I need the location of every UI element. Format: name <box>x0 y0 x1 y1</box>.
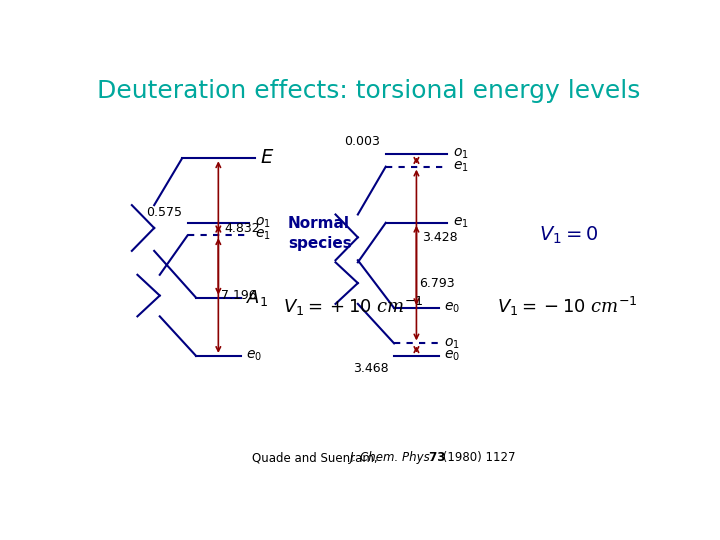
Text: 0.575: 0.575 <box>146 206 182 219</box>
Text: $o_1$: $o_1$ <box>444 336 460 350</box>
Text: $e_0$: $e_0$ <box>246 349 262 363</box>
Text: 3.468: 3.468 <box>353 362 389 375</box>
Text: 0.003: 0.003 <box>344 135 380 148</box>
Text: $e_1$: $e_1$ <box>453 215 469 230</box>
Text: Normal
species: Normal species <box>288 216 352 251</box>
Text: 7.196: 7.196 <box>221 289 257 302</box>
Text: $V_1 = -10\ \mathregular{cm}^{-1}$: $V_1 = -10\ \mathregular{cm}^{-1}$ <box>498 294 638 318</box>
Text: 6.793: 6.793 <box>419 276 455 289</box>
Text: 3.428: 3.428 <box>422 231 458 244</box>
Text: $e_1$: $e_1$ <box>255 228 271 242</box>
Text: $V_1 = +10\ \mathregular{cm}^{-1}$: $V_1 = +10\ \mathregular{cm}^{-1}$ <box>282 294 423 318</box>
Text: 4.832: 4.832 <box>224 221 259 234</box>
Text: Deuteration effects: torsional energy levels: Deuteration effects: torsional energy le… <box>97 79 641 103</box>
Text: $V_1 = 0$: $V_1 = 0$ <box>539 225 598 246</box>
Text: $E$: $E$ <box>260 150 274 167</box>
Text: $e_0$: $e_0$ <box>444 301 460 315</box>
Text: 73: 73 <box>425 451 445 464</box>
Text: $o_1$: $o_1$ <box>453 147 469 161</box>
Text: J. Chem. Phys.: J. Chem. Phys. <box>349 451 434 464</box>
Text: Quade and Suenram,: Quade and Suenram, <box>252 451 381 464</box>
Text: $A_1$: $A_1$ <box>246 288 269 308</box>
Text: $e_0$: $e_0$ <box>444 349 460 363</box>
Text: $o_1$: $o_1$ <box>255 215 270 230</box>
Text: (1980) 1127: (1980) 1127 <box>438 451 516 464</box>
Text: $e_1$: $e_1$ <box>453 159 469 174</box>
